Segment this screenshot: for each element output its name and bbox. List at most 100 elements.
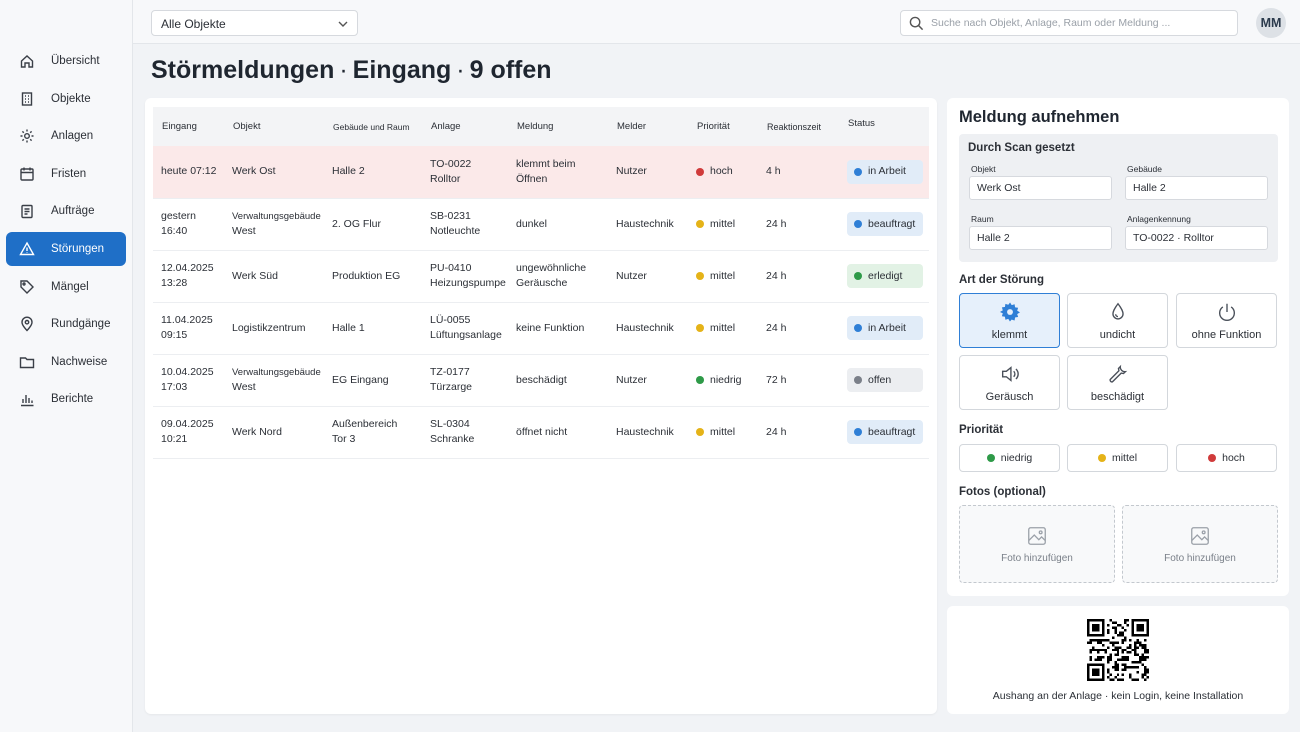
gebaeude-field[interactable]: Halle 2 — [1125, 176, 1268, 200]
reaction-time-cell: 4 h — [758, 146, 839, 199]
eingang-line2: 13:28 — [161, 277, 188, 289]
search-input[interactable] — [931, 14, 1231, 32]
sidebar-item-anlagen[interactable]: Anlagen — [6, 119, 126, 153]
object-filter-select[interactable]: Alle Objekte — [151, 10, 358, 36]
eingang-line1: heute 07:12 — [161, 165, 217, 178]
column-header-objekt[interactable]: Objekt — [224, 107, 324, 146]
table-row[interactable]: heute 07:12 Werk Ost Halle 2 TO-0022 Rolltor… — [153, 146, 929, 199]
qr-caption: Aushang an der Anlage · kein Login, kein… — [992, 690, 1244, 702]
table-row[interactable]: 09.04.2025 10:21 Werk Nord Außenbereich Tor … — [153, 406, 929, 459]
melder-cell: Haustechnik — [608, 198, 688, 251]
meldung-cell: klemmt beim Öffnen — [508, 146, 608, 199]
reaction-time: 72 h — [766, 373, 787, 386]
sidebar-item-fristen[interactable]: Fristen — [6, 157, 126, 191]
meldung-line1: beschädigt — [516, 373, 567, 386]
priority-text: hoch — [710, 165, 733, 178]
raum-line1: Halle 2 — [332, 165, 365, 178]
raum-line1: Halle 1 — [332, 321, 365, 334]
objekt-cell: Verwaltungsgebäude West — [224, 354, 324, 407]
priority-cell: mittel — [688, 302, 758, 355]
sidebar-item-aufträge[interactable]: Aufträge — [6, 194, 126, 228]
table-row[interactable]: gestern 16:40 Verwaltungsgebäude West 2. OG … — [153, 198, 929, 251]
status-badge[interactable]: in Arbeit — [847, 159, 923, 184]
user-avatar[interactable]: MM — [1256, 8, 1286, 38]
objekt-label: Objekt — [971, 164, 996, 174]
title-separator: · — [339, 56, 348, 84]
status-cell: in Arbeit — [839, 302, 929, 355]
anlage-line2: Notleuchte — [430, 225, 481, 237]
sidebar-item-mängel[interactable]: Mängel — [6, 270, 126, 304]
photos-section-label: Fotos (optional) — [959, 486, 1046, 498]
status-badge[interactable]: erledigt — [847, 264, 923, 288]
status-badge[interactable]: beauftragt — [847, 420, 923, 444]
status-text: in Arbeit — [868, 321, 906, 334]
objekt-line2: West — [232, 225, 256, 237]
sidebar-item-störungen[interactable]: Störungen — [6, 231, 126, 266]
status-cell: erledigt — [839, 250, 929, 303]
eingang-line1: gestern — [161, 210, 197, 222]
column-header-meldung[interactable]: Meldung — [508, 107, 608, 146]
meldung-line1: dunkel — [516, 217, 547, 230]
type-label: undicht — [1099, 328, 1136, 341]
anlage-line1: TO-0022 — [430, 157, 472, 170]
raum-field[interactable]: Halle 2 — [969, 226, 1112, 250]
sidebar-item-berichte[interactable]: Berichte — [6, 382, 126, 416]
priority-button-hoch[interactable]: hoch — [1176, 444, 1277, 472]
priority-text: mittel — [710, 425, 736, 438]
status-badge[interactable]: in Arbeit — [847, 316, 923, 340]
home-icon — [19, 53, 35, 69]
eingang-line1: 09.04.2025 — [161, 418, 214, 430]
anlage-line2: Rolltor — [430, 172, 461, 185]
type-button-undicht[interactable]: undicht — [1067, 293, 1168, 348]
raum-cell: 2. OG Flur — [324, 198, 422, 251]
reaction-time: 24 h — [766, 425, 787, 438]
type-button-beschaedigt[interactable]: beschädigt — [1067, 355, 1168, 410]
sidebar-item-rundgänge[interactable]: Rundgänge — [6, 307, 126, 341]
status-badge[interactable]: beauftragt — [847, 212, 923, 236]
sidebar-item-nachweise[interactable]: Nachweise — [6, 345, 126, 379]
column-header-gebaeude-raum[interactable]: Gebäude und Raum — [324, 107, 422, 146]
objekt-line1: Logistikzentrum — [232, 321, 306, 334]
objekt-field[interactable]: Werk Ost — [969, 176, 1112, 200]
column-header-eingang[interactable]: Eingang — [153, 107, 224, 146]
table-row[interactable]: 10.04.2025 17:03 Verwaltungsgebäude West EG … — [153, 354, 929, 407]
melder-cell: Nutzer — [608, 146, 688, 199]
meldung-cell: beschädigt — [508, 354, 608, 407]
report-form-panel: Meldung aufnehmen Durch Scan gesetzt Obj… — [947, 98, 1289, 596]
anlage-cell: SB-0231 Notleuchte — [422, 198, 508, 251]
anlagenkennung-field[interactable]: TO-0022 · Rolltor — [1125, 226, 1268, 250]
column-header-reaktionszeit[interactable]: Reaktionszeit — [758, 107, 839, 146]
add-photo-button-1[interactable]: Foto hinzufügen — [959, 505, 1115, 583]
object-filter-value: Alle Objekte — [161, 17, 226, 31]
table-row[interactable]: 12.04.2025 13:28 Werk Süd Produktion EG PU-0… — [153, 250, 929, 303]
type-button-klemmt[interactable]: klemmt — [959, 293, 1060, 348]
table-row[interactable]: 11.04.2025 09:15 Logistikzentrum Halle 1 LÜ-… — [153, 302, 929, 355]
meldung-line1: öffnet nicht — [516, 425, 568, 438]
add-photo-button-2[interactable]: Foto hinzufügen — [1122, 505, 1278, 583]
gear-icon — [999, 301, 1020, 321]
column-header-status[interactable]: Status — [839, 107, 929, 146]
sidebar-item-label: Objekte — [51, 92, 91, 105]
column-header-anlage[interactable]: Anlage — [422, 107, 508, 146]
sidebar-item-label: Nachweise — [51, 355, 108, 368]
melder-cell: Haustechnik — [608, 302, 688, 355]
reaction-time-cell: 24 h — [758, 250, 839, 303]
column-header-prioritaet[interactable]: Priorität — [688, 107, 758, 146]
sidebar-item-objekte[interactable]: Objekte — [6, 82, 126, 116]
meldung-cell: öffnet nicht — [508, 406, 608, 459]
type-button-ohne-funktion[interactable]: ohne Funktion — [1176, 293, 1277, 348]
anlage-cell: PU-0410 Heizungspumpe — [422, 250, 508, 303]
priority-button-mittel[interactable]: mittel — [1067, 444, 1168, 472]
melder: Nutzer — [616, 165, 647, 178]
anlage-cell: TZ-0177 Türzarge — [422, 354, 508, 407]
type-button-geraeusch[interactable]: Geräusch — [959, 355, 1060, 410]
status-badge[interactable]: offen — [847, 368, 923, 392]
reaction-time: 24 h — [766, 217, 787, 230]
priority-button-niedrig[interactable]: niedrig — [959, 444, 1060, 472]
column-header-melder[interactable]: Melder — [608, 107, 688, 146]
sidebar-item-übersicht[interactable]: Übersicht — [6, 44, 126, 78]
anlage-cell: TO-0022 Rolltor — [422, 146, 508, 199]
reaction-time: 24 h — [766, 269, 787, 282]
topbar: Alle Objekte MM — [133, 0, 1300, 44]
title-separator: · — [456, 56, 465, 84]
